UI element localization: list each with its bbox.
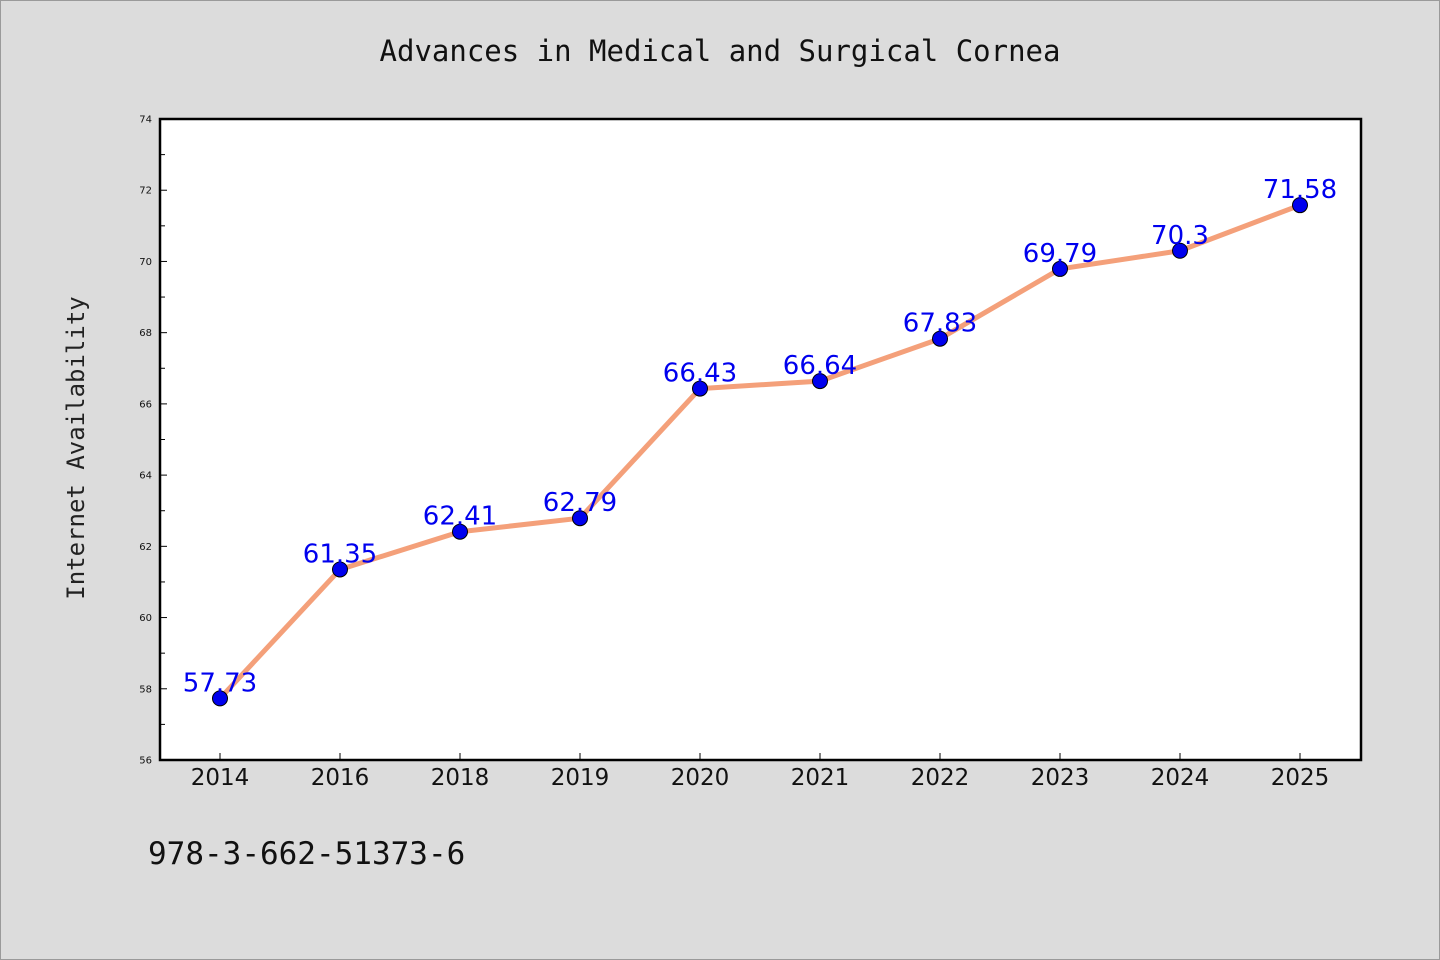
x-tick-label: 2014 (191, 765, 250, 791)
x-tick-label: 2019 (551, 765, 610, 791)
data-label: 71.58 (1263, 175, 1337, 205)
y-tick-label: 70 (139, 257, 152, 268)
data-markers (212, 197, 1308, 707)
y-tick-label: 66 (139, 399, 152, 410)
data-label: 66.64 (783, 351, 857, 381)
data-point (572, 510, 588, 527)
data-point (932, 330, 948, 347)
x-tick-label: 2025 (1271, 765, 1330, 791)
x-tick-label: 2021 (791, 765, 850, 791)
data-label: 66.43 (663, 359, 737, 389)
data-point (452, 523, 468, 540)
chart-title: Advances in Medical and Surgical Cornea (379, 34, 1061, 68)
isbn-footer: 978-3-662-51373-6 (148, 836, 466, 872)
y-axis-ticks: 56 58 60 62 64 66 68 70 72 74 (139, 115, 167, 767)
plot-area (158, 117, 1363, 762)
x-tick-label: 2024 (1151, 765, 1210, 791)
x-tick-label: 2020 (671, 765, 730, 791)
y-tick-label: 74 (139, 115, 152, 126)
x-tick-label: 2018 (431, 765, 490, 791)
data-point (1052, 260, 1068, 277)
data-label: 69.79 (1023, 239, 1097, 269)
data-label: 57.73 (183, 668, 257, 698)
data-label: 62.79 (543, 488, 617, 518)
series-line-group (217, 202, 1303, 701)
x-axis-ticks: 2014 2016 2018 2019 2020 2021 2022 2023 2024 2025 (191, 753, 1330, 791)
y-tick-label: 68 (139, 328, 152, 339)
x-tick-label: 2022 (911, 765, 970, 791)
x-tick-label: 2016 (311, 765, 370, 791)
data-point (332, 561, 348, 578)
y-tick-label: 58 (139, 684, 152, 695)
data-label: 62.41 (423, 502, 497, 532)
data-labels: 57.73 61.35 62.41 62.79 66.43 66.64 67.83 69.79… (183, 175, 1337, 698)
data-point (812, 373, 828, 390)
y-tick-label: 56 (139, 756, 152, 767)
y-tick-label: 60 (139, 613, 152, 624)
data-point (1292, 197, 1308, 214)
x-tick-label: 2023 (1031, 765, 1090, 791)
series-line (217, 202, 1303, 701)
data-point (212, 690, 228, 707)
data-point (692, 380, 708, 397)
y-tick-label: 72 (139, 186, 152, 197)
data-label: 67.83 (903, 309, 977, 339)
y-tick-label: 64 (139, 471, 152, 482)
data-label: 61.35 (303, 539, 377, 569)
y-tick-label: 62 (139, 542, 152, 553)
data-point (1172, 242, 1188, 259)
data-label: 70.3 (1151, 221, 1209, 251)
